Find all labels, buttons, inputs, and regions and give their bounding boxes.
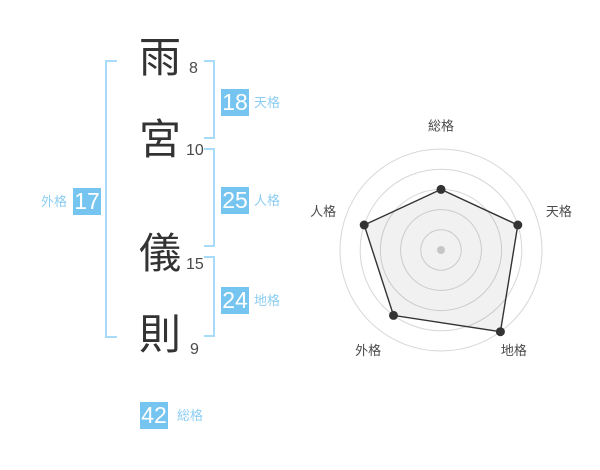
- jinkaku-bracket: [204, 148, 215, 247]
- radar-polygon: [363, 188, 519, 333]
- radar-ring: [420, 229, 462, 271]
- chikaku-bracket: [204, 256, 215, 337]
- radar-point: [436, 184, 446, 194]
- radar-axis-label: 天格: [546, 204, 572, 219]
- radar-axis-label: 外格: [355, 343, 381, 358]
- radar-point: [389, 310, 398, 320]
- radar-axis-label: 地格: [501, 343, 527, 358]
- soukaku-label: 総格: [177, 408, 204, 423]
- chikaku-value: 24: [222, 287, 248, 313]
- tenkaku-value: 18: [222, 89, 248, 115]
- chikaku-badge: 24: [221, 287, 249, 314]
- jinkaku-badge: 25: [221, 187, 249, 214]
- name-character: 雨: [138, 34, 181, 81]
- radar-axis-label: 総格: [428, 119, 454, 134]
- soukaku-value: 42: [141, 402, 167, 428]
- stroke-count: 8: [189, 60, 198, 77]
- name-character: 則: [138, 311, 181, 358]
- gaikaku-badge: 17: [73, 188, 101, 215]
- name-character: 宮: [138, 116, 181, 163]
- jinkaku-value: 25: [222, 187, 248, 213]
- radar-center-dot: [437, 246, 445, 254]
- soukaku-badge: 42: [140, 402, 168, 429]
- radar-ring: [400, 209, 482, 291]
- radar-ring: [339, 148, 543, 352]
- radar-axis-label: 人格: [310, 204, 336, 219]
- name-character: 儀: [138, 230, 181, 277]
- tenkaku-badge: 18: [221, 89, 249, 116]
- gaikaku-label: 外格: [41, 194, 68, 209]
- chikaku-label: 地格: [254, 293, 281, 308]
- stroke-count: 10: [186, 142, 204, 159]
- radar-point: [359, 220, 369, 230]
- gaikaku-bracket: [105, 60, 117, 338]
- radar-point: [513, 220, 523, 230]
- stroke-count: 9: [190, 341, 199, 358]
- radar-point: [495, 327, 505, 337]
- tenkaku-label: 天格: [254, 95, 281, 110]
- tenkaku-bracket: [204, 60, 215, 139]
- gaikaku-value: 17: [74, 188, 100, 214]
- jinkaku-label: 人格: [254, 193, 281, 208]
- stroke-count: 15: [186, 256, 204, 273]
- radar-ring: [359, 168, 523, 332]
